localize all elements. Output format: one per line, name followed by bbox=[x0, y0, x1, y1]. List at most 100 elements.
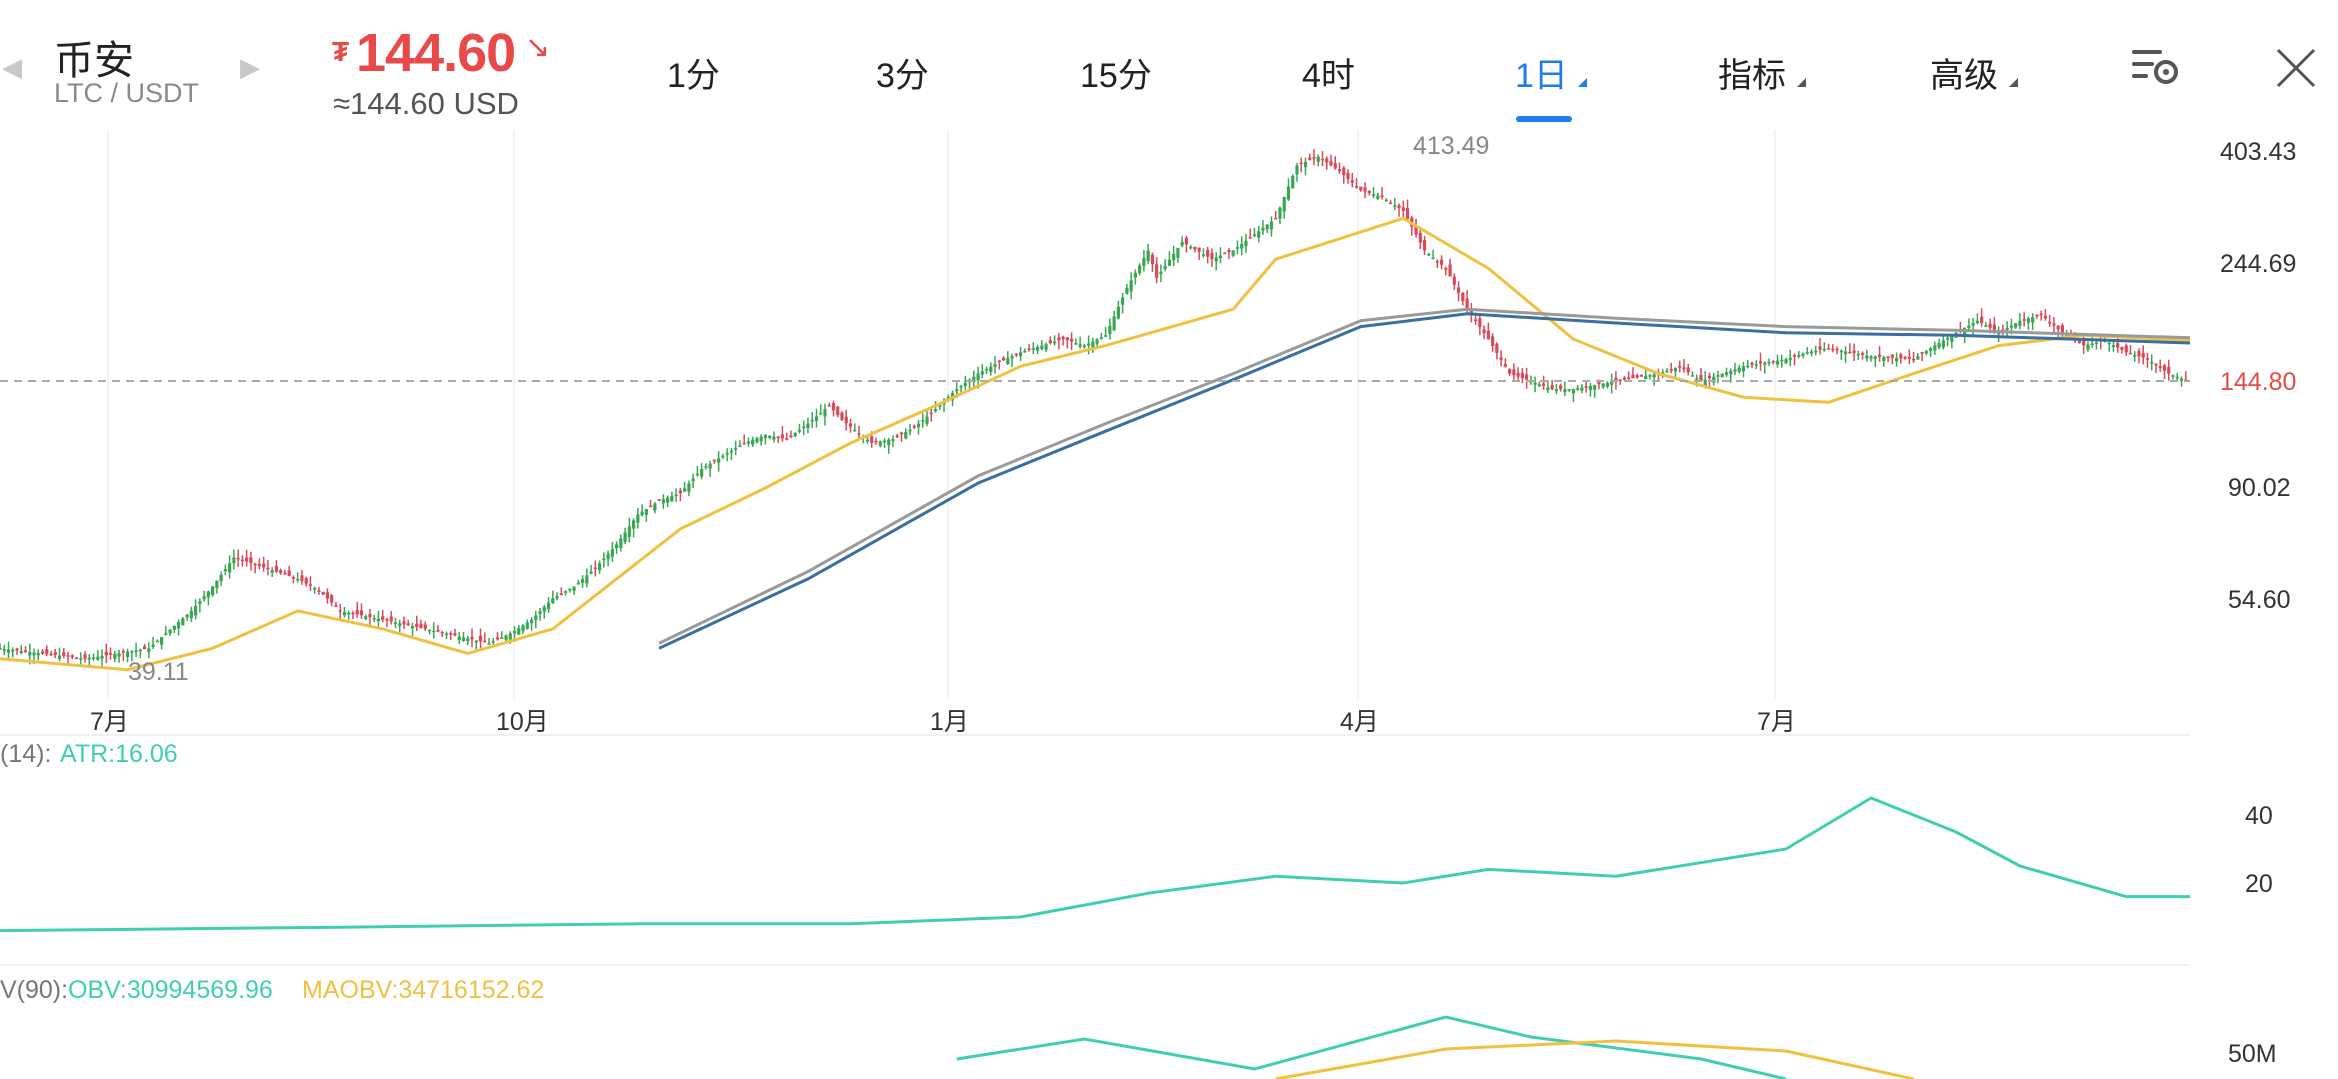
candle-body bbox=[1112, 316, 1116, 331]
candle-body bbox=[1231, 250, 1235, 256]
candle-body bbox=[1099, 337, 1103, 339]
candle-body bbox=[155, 640, 159, 643]
candle-body bbox=[1146, 250, 1150, 262]
candle-body bbox=[1584, 386, 1588, 388]
candle-body bbox=[955, 389, 959, 392]
candle-body bbox=[274, 565, 279, 572]
candle-body bbox=[836, 406, 840, 416]
candle-body bbox=[1758, 361, 1763, 364]
next-pair-arrow-icon[interactable]: ▶ bbox=[240, 52, 260, 82]
chart-settings-icon[interactable] bbox=[2130, 46, 2180, 90]
candle-body bbox=[1873, 356, 1877, 359]
candle-body bbox=[1201, 254, 1206, 256]
candle-body bbox=[142, 646, 147, 650]
candle-body bbox=[1461, 292, 1465, 302]
candle-body bbox=[172, 625, 176, 630]
candle-body bbox=[772, 436, 776, 440]
candle-body bbox=[1882, 357, 1886, 362]
candle-body bbox=[1435, 261, 1439, 263]
tab-indicators[interactable]: 指标 bbox=[1718, 57, 1786, 95]
tab-3min[interactable]: 3分 bbox=[876, 57, 929, 95]
candle-body bbox=[793, 432, 797, 437]
tab-4h[interactable]: 4时 bbox=[1302, 57, 1355, 95]
candle-body bbox=[1610, 382, 1614, 385]
candle-body bbox=[1210, 253, 1214, 260]
close-icon[interactable] bbox=[2274, 46, 2318, 90]
candle-body bbox=[1971, 323, 1975, 326]
candle-body bbox=[1975, 320, 1979, 324]
candle-body bbox=[453, 633, 457, 636]
candle-body bbox=[474, 640, 478, 643]
candle-body bbox=[1520, 372, 1524, 379]
tab-1min[interactable]: 1分 bbox=[667, 57, 720, 95]
candle-body bbox=[827, 404, 831, 407]
candle-body bbox=[687, 483, 691, 492]
candle-body bbox=[389, 616, 393, 622]
candle-body bbox=[215, 580, 219, 589]
moving-average-lines bbox=[0, 216, 2191, 672]
candle-body bbox=[147, 648, 151, 653]
candle-body bbox=[36, 653, 40, 656]
candle-body bbox=[1367, 190, 1371, 193]
candle-body bbox=[1775, 360, 1780, 365]
candle-body bbox=[810, 420, 814, 422]
candle-body bbox=[1350, 180, 1354, 183]
candle-body bbox=[2107, 342, 2111, 345]
candle-body bbox=[1669, 369, 1673, 371]
exchange-name: 币安 bbox=[54, 39, 134, 83]
candle-body bbox=[1244, 240, 1248, 247]
atr-y-tick-20: 20 bbox=[2245, 870, 2273, 898]
candle-body bbox=[2039, 313, 2043, 316]
candle-body bbox=[1082, 345, 1086, 348]
candle-body bbox=[2094, 342, 2099, 344]
candle-body bbox=[589, 571, 593, 574]
candle-body bbox=[313, 588, 317, 590]
candle-body bbox=[28, 651, 32, 656]
candle-body bbox=[487, 643, 491, 645]
candle-body bbox=[759, 436, 763, 442]
candle-body bbox=[1997, 332, 2001, 335]
candle-body bbox=[1984, 325, 1988, 328]
candle-body bbox=[1508, 369, 1512, 374]
candle-body bbox=[1988, 323, 1992, 328]
candle-body bbox=[1746, 365, 1750, 368]
candle-body bbox=[1792, 355, 1797, 357]
candle-body bbox=[763, 435, 768, 439]
candle-body bbox=[2120, 346, 2124, 350]
candle-body bbox=[1044, 344, 1048, 350]
candle-body bbox=[1678, 366, 1682, 368]
candle-body bbox=[2167, 366, 2171, 374]
candle-body bbox=[240, 559, 244, 562]
obv-value-label: OBV:30994569.96 bbox=[68, 976, 273, 1004]
candle-body bbox=[1826, 348, 1831, 350]
candle-body bbox=[1690, 375, 1695, 377]
candle-body bbox=[993, 364, 997, 367]
candle-body bbox=[1588, 385, 1593, 391]
tab-advanced[interactable]: 高级 bbox=[1930, 57, 1998, 95]
candle-body bbox=[355, 610, 359, 615]
tab-1d[interactable]: 1日 bbox=[1515, 57, 1568, 95]
candle-body bbox=[1163, 265, 1167, 270]
candle-body bbox=[1473, 319, 1478, 322]
candle-body bbox=[368, 614, 372, 618]
candle-body bbox=[79, 658, 83, 660]
candle-body bbox=[1014, 353, 1018, 356]
candle-body bbox=[194, 606, 198, 616]
header: ◀ 币安 LTC / USDT ▶ ₮ 144.60 ↘ ≈144.60 USD… bbox=[0, 0, 2338, 135]
candle-body bbox=[1091, 341, 1095, 348]
candle-body bbox=[1274, 217, 1278, 220]
tab-15min[interactable]: 15分 bbox=[1080, 57, 1152, 95]
prev-pair-arrow-icon[interactable]: ◀ bbox=[2, 52, 22, 82]
candle-body bbox=[49, 653, 53, 656]
candle-body bbox=[1286, 186, 1291, 200]
price-down-arrow-icon: ↘ bbox=[525, 31, 551, 64]
candle-body bbox=[2022, 319, 2026, 321]
candle-body bbox=[1639, 374, 1644, 377]
candle-body bbox=[2128, 352, 2133, 355]
candle-body bbox=[712, 459, 717, 462]
candle-body bbox=[91, 657, 96, 659]
candle-body bbox=[262, 563, 266, 568]
candle-body bbox=[1537, 384, 1541, 387]
pair-label: LTC / USDT bbox=[54, 78, 200, 108]
